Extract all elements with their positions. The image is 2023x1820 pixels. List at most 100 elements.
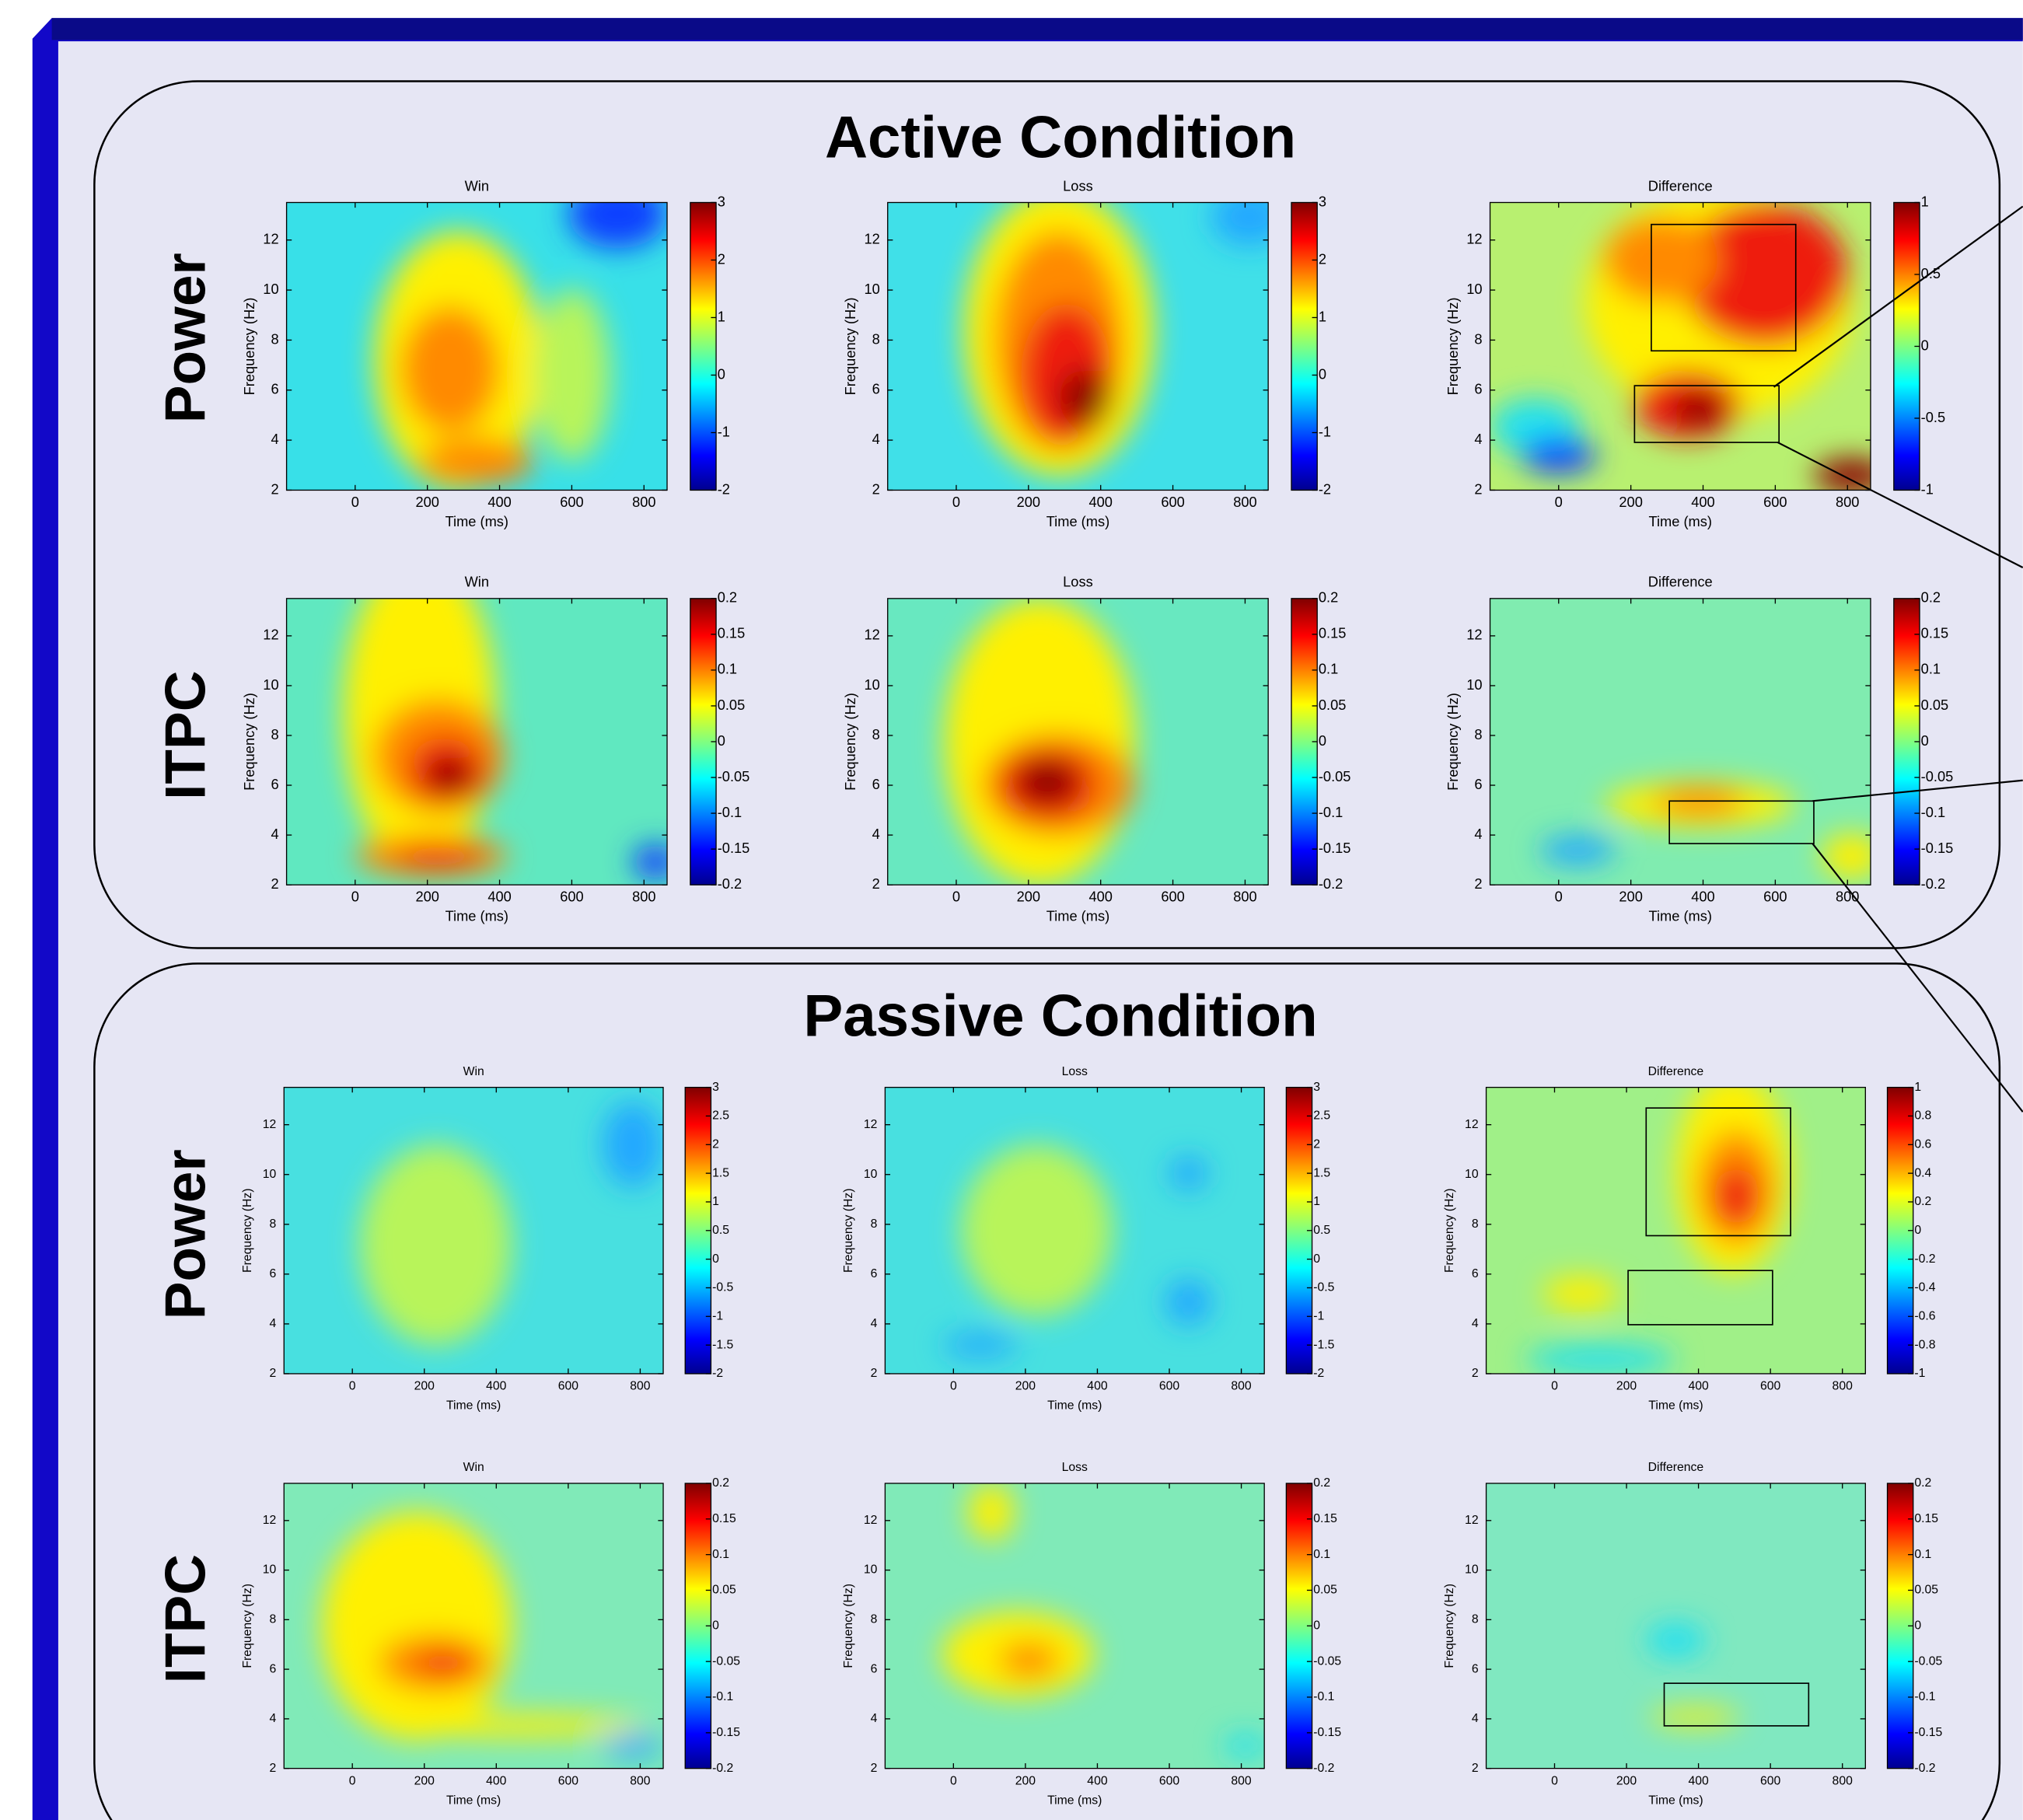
colorbar-tick-label: 0.15: [718, 625, 746, 641]
x-axis-label: Time (ms): [1649, 907, 1712, 924]
colorbar-tick-label: -0.2: [1319, 875, 1343, 892]
colorbar-tick-label: 2.5: [1313, 1109, 1330, 1123]
y-tick-label: 6: [271, 381, 278, 397]
y-tick-label: 6: [872, 776, 880, 792]
heatmap: [885, 1483, 1268, 1769]
colorbar-tick-label: 0.1: [1921, 661, 1941, 677]
y-tick-label: 2: [271, 480, 278, 497]
heatmap-blob: [379, 1714, 644, 1737]
colorbar-tick-label: -0.05: [1921, 768, 1954, 784]
colorbar-tick-label: 1: [1921, 193, 1929, 209]
y-axis-label: Frequency (Hz): [842, 1189, 855, 1273]
colorbar-tick-label: -0.8: [1914, 1338, 1935, 1351]
colorbar-tick-label: -0.1: [1313, 1690, 1334, 1703]
colorbar-tick-label: -0.2: [712, 1762, 733, 1775]
colorbar-tick-label: 1.5: [712, 1166, 729, 1179]
panel-title: Loss: [1063, 574, 1093, 590]
y-tick-label: 6: [872, 381, 880, 397]
x-tick-label: 200: [414, 1774, 435, 1787]
x-tick-label: 200: [1015, 1380, 1036, 1393]
y-axis-label: Frequency (Hz): [842, 693, 858, 791]
x-tick-label: 400: [486, 1380, 507, 1393]
heatmap: [284, 1088, 663, 1374]
x-tick-label: 0: [351, 889, 359, 905]
row-label: Power: [154, 253, 217, 423]
colorbar-tick-label: 0: [1914, 1619, 1921, 1632]
x-tick-label: 800: [1833, 1774, 1854, 1787]
heatmap-blob: [420, 438, 534, 484]
heatmap: [888, 188, 1288, 490]
panel-title: Win: [465, 177, 489, 194]
y-tick-label: 12: [864, 1514, 878, 1527]
x-axis-label: Time (ms): [1047, 1794, 1102, 1807]
x-tick-label: 400: [1688, 1380, 1709, 1393]
y-tick-label: 8: [270, 1612, 277, 1626]
y-tick-label: 4: [270, 1712, 277, 1725]
colorbar-tick-label: 0.1: [1313, 1548, 1330, 1561]
x-tick-label: 200: [1619, 889, 1642, 905]
panel-title: Difference: [1648, 177, 1713, 194]
y-tick-label: 12: [263, 1514, 277, 1527]
x-tick-label: 800: [632, 889, 655, 905]
colorbar-tick-label: 0.1: [718, 661, 737, 677]
y-axis-label: Frequency (Hz): [241, 1189, 254, 1273]
heatmap-blob: [400, 306, 499, 433]
x-tick-label: 400: [1087, 1380, 1108, 1393]
x-tick-label: 0: [1555, 889, 1563, 905]
heatmap-blobs: [945, 599, 1135, 885]
heatmap-blob: [428, 759, 473, 793]
colorbar-tick-label: -0.05: [718, 768, 750, 784]
y-tick-label: 2: [1472, 1367, 1479, 1380]
y-tick-label: 10: [1465, 1168, 1479, 1181]
colorbar-tick-label: -0.15: [718, 840, 750, 856]
heatmap: [888, 599, 1268, 885]
colorbar-tick-label: 0: [1921, 337, 1929, 353]
heatmap-blob: [360, 1144, 512, 1345]
page: {"sections": [ {"title": "Active Conditi…: [0, 0, 2023, 1820]
x-tick-label: 0: [950, 1380, 957, 1393]
x-tick-label: 200: [1015, 1774, 1036, 1787]
heatmap-panel: Loss020040060080024681012Time (ms)Freque…: [842, 1065, 1335, 1413]
colorbar-tick-label: 0.2: [1914, 1476, 1931, 1490]
y-axis-label: Frequency (Hz): [1443, 1584, 1456, 1668]
section-title: Passive Condition: [803, 983, 1317, 1050]
heatmap-blob: [942, 1333, 1018, 1356]
y-tick-label: 10: [864, 676, 879, 693]
colorbar-tick-label: -0.1: [718, 804, 742, 820]
heatmap-blob: [1539, 837, 1616, 865]
heatmap-blob: [1169, 1156, 1207, 1190]
colorbar-tick-label: -0.5: [1313, 1281, 1334, 1294]
y-tick-label: 8: [271, 330, 278, 347]
x-tick-label: 800: [1833, 1380, 1854, 1393]
x-axis-label: Time (ms): [446, 1399, 501, 1413]
colorbar-tick-label: 0.1: [712, 1548, 729, 1561]
y-tick-label: 10: [864, 1168, 878, 1181]
colorbar-tick-label: -2: [718, 480, 730, 497]
y-axis-label: Frequency (Hz): [1445, 298, 1461, 396]
x-tick-label: 600: [1760, 1380, 1781, 1393]
heatmap-blob: [1524, 1345, 1675, 1374]
x-tick-label: 0: [952, 889, 960, 905]
heatmap-bg: [885, 1483, 1264, 1769]
heatmap-blob: [1672, 393, 1726, 427]
colorbar-tick-label: 0: [1914, 1224, 1921, 1237]
y-axis-label: Frequency (Hz): [842, 298, 858, 396]
colorbar-tick-label: -1: [1319, 423, 1331, 439]
colorbar-tick-label: 0.5: [712, 1224, 729, 1237]
colorbar-tick-label: 0: [1319, 732, 1326, 749]
poster: Active ConditionPowerWin0200400600800246…: [0, 0, 2023, 1820]
x-tick-label: 800: [1836, 889, 1859, 905]
x-tick-label: 200: [415, 494, 438, 510]
x-axis-label: Time (ms): [445, 907, 508, 924]
heatmap: [287, 180, 667, 491]
y-axis-label: Frequency (Hz): [1443, 1189, 1456, 1273]
x-axis-label: Time (ms): [1649, 513, 1712, 529]
x-tick-label: 400: [1688, 1774, 1709, 1787]
panel-title: Win: [463, 1461, 484, 1474]
colorbar-tick-label: -0.1: [1914, 1690, 1935, 1703]
colorbar-tick-label: -0.5: [1921, 409, 1945, 425]
x-tick-label: 600: [1159, 1774, 1180, 1787]
colorbar-tick-label: -0.5: [712, 1281, 733, 1294]
heatmap-bg: [1487, 1088, 1866, 1374]
x-axis-label: Time (ms): [445, 513, 508, 529]
